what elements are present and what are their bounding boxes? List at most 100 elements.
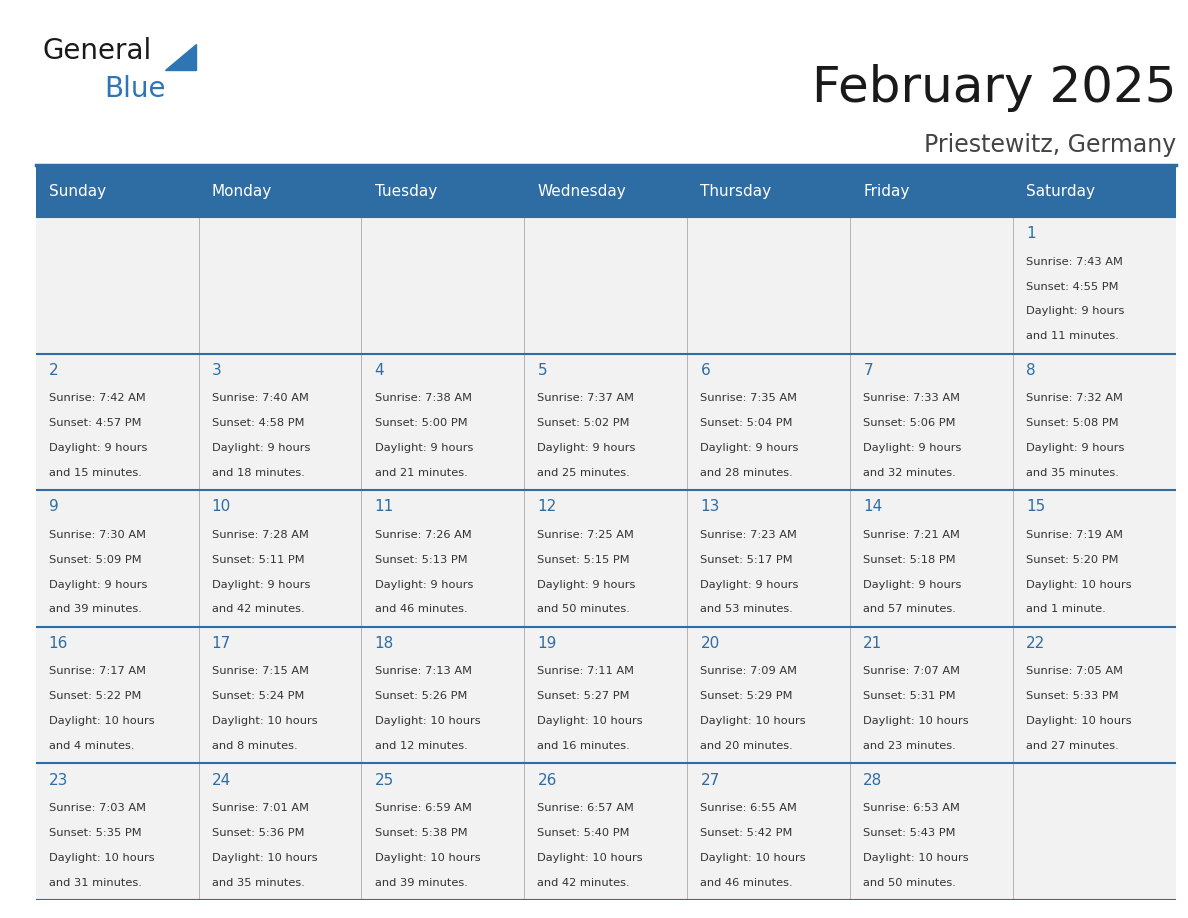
Text: Monday: Monday — [211, 184, 272, 198]
Text: Sunrise: 7:13 AM: Sunrise: 7:13 AM — [374, 666, 472, 677]
Text: Sunset: 5:11 PM: Sunset: 5:11 PM — [211, 554, 304, 565]
Text: 20: 20 — [701, 636, 720, 651]
Text: Sunrise: 7:30 AM: Sunrise: 7:30 AM — [49, 530, 146, 540]
Text: Sunrise: 7:21 AM: Sunrise: 7:21 AM — [864, 530, 960, 540]
Text: 12: 12 — [537, 499, 557, 514]
Text: Sunset: 5:27 PM: Sunset: 5:27 PM — [537, 691, 630, 701]
Text: and 50 minutes.: and 50 minutes. — [537, 604, 631, 614]
Text: Sunrise: 7:43 AM: Sunrise: 7:43 AM — [1026, 256, 1123, 266]
FancyBboxPatch shape — [1013, 165, 1176, 217]
Text: and 50 minutes.: and 50 minutes. — [864, 878, 956, 888]
FancyBboxPatch shape — [688, 627, 851, 763]
FancyBboxPatch shape — [688, 165, 851, 217]
Text: 27: 27 — [701, 773, 720, 788]
Text: Sunrise: 7:28 AM: Sunrise: 7:28 AM — [211, 530, 309, 540]
Text: Tuesday: Tuesday — [374, 184, 437, 198]
Text: Sunrise: 7:23 AM: Sunrise: 7:23 AM — [701, 530, 797, 540]
Text: Sunset: 5:26 PM: Sunset: 5:26 PM — [374, 691, 467, 701]
Text: Daylight: 9 hours: Daylight: 9 hours — [49, 443, 147, 453]
FancyBboxPatch shape — [36, 763, 198, 900]
Text: Sunset: 5:00 PM: Sunset: 5:00 PM — [374, 418, 467, 428]
Text: and 39 minutes.: and 39 minutes. — [49, 604, 141, 614]
Text: Sunset: 5:09 PM: Sunset: 5:09 PM — [49, 554, 141, 565]
FancyBboxPatch shape — [198, 217, 361, 353]
Text: Daylight: 9 hours: Daylight: 9 hours — [701, 443, 798, 453]
FancyBboxPatch shape — [1013, 763, 1176, 900]
Text: Daylight: 9 hours: Daylight: 9 hours — [374, 443, 473, 453]
Text: Sunrise: 7:38 AM: Sunrise: 7:38 AM — [374, 393, 472, 403]
Text: Daylight: 9 hours: Daylight: 9 hours — [374, 579, 473, 589]
Text: Sunrise: 7:35 AM: Sunrise: 7:35 AM — [701, 393, 797, 403]
Text: 23: 23 — [49, 773, 68, 788]
FancyBboxPatch shape — [36, 627, 198, 763]
Text: Wednesday: Wednesday — [537, 184, 626, 198]
Text: Sunset: 5:24 PM: Sunset: 5:24 PM — [211, 691, 304, 701]
Text: Sunset: 5:04 PM: Sunset: 5:04 PM — [701, 418, 792, 428]
Text: Sunrise: 7:01 AM: Sunrise: 7:01 AM — [211, 802, 309, 812]
Text: Daylight: 10 hours: Daylight: 10 hours — [374, 716, 480, 726]
FancyBboxPatch shape — [198, 353, 361, 490]
Text: and 4 minutes.: and 4 minutes. — [49, 741, 134, 751]
FancyBboxPatch shape — [36, 490, 198, 627]
Text: Sunset: 5:02 PM: Sunset: 5:02 PM — [537, 418, 630, 428]
Polygon shape — [165, 44, 196, 70]
FancyBboxPatch shape — [524, 353, 688, 490]
Text: Sunset: 5:42 PM: Sunset: 5:42 PM — [701, 828, 792, 837]
Text: Daylight: 10 hours: Daylight: 10 hours — [1026, 716, 1132, 726]
Text: Daylight: 10 hours: Daylight: 10 hours — [864, 716, 969, 726]
FancyBboxPatch shape — [851, 353, 1013, 490]
Text: and 23 minutes.: and 23 minutes. — [864, 741, 956, 751]
FancyBboxPatch shape — [361, 353, 524, 490]
Text: 5: 5 — [537, 363, 548, 378]
Text: and 42 minutes.: and 42 minutes. — [537, 878, 630, 888]
Text: Daylight: 9 hours: Daylight: 9 hours — [211, 443, 310, 453]
Text: Daylight: 10 hours: Daylight: 10 hours — [374, 853, 480, 863]
Text: Sunday: Sunday — [49, 184, 106, 198]
Text: 22: 22 — [1026, 636, 1045, 651]
Text: Sunrise: 7:15 AM: Sunrise: 7:15 AM — [211, 666, 309, 677]
Text: and 16 minutes.: and 16 minutes. — [537, 741, 630, 751]
FancyBboxPatch shape — [36, 353, 198, 490]
FancyBboxPatch shape — [1013, 353, 1176, 490]
Text: Sunrise: 6:53 AM: Sunrise: 6:53 AM — [864, 802, 960, 812]
Text: Daylight: 9 hours: Daylight: 9 hours — [864, 443, 961, 453]
Text: Daylight: 9 hours: Daylight: 9 hours — [537, 443, 636, 453]
Text: Daylight: 9 hours: Daylight: 9 hours — [537, 579, 636, 589]
Text: and 35 minutes.: and 35 minutes. — [211, 878, 304, 888]
Text: Daylight: 9 hours: Daylight: 9 hours — [1026, 307, 1125, 317]
Text: Sunset: 4:58 PM: Sunset: 4:58 PM — [211, 418, 304, 428]
FancyBboxPatch shape — [1013, 627, 1176, 763]
Text: Sunrise: 7:33 AM: Sunrise: 7:33 AM — [864, 393, 960, 403]
FancyBboxPatch shape — [688, 490, 851, 627]
FancyBboxPatch shape — [851, 490, 1013, 627]
FancyBboxPatch shape — [524, 627, 688, 763]
Text: Blue: Blue — [105, 75, 165, 104]
Text: and 42 minutes.: and 42 minutes. — [211, 604, 304, 614]
FancyBboxPatch shape — [198, 763, 361, 900]
Text: 24: 24 — [211, 773, 230, 788]
FancyBboxPatch shape — [688, 763, 851, 900]
Text: and 12 minutes.: and 12 minutes. — [374, 741, 467, 751]
Text: Sunset: 5:20 PM: Sunset: 5:20 PM — [1026, 554, 1119, 565]
FancyBboxPatch shape — [524, 763, 688, 900]
Text: 11: 11 — [374, 499, 393, 514]
Text: Sunrise: 6:55 AM: Sunrise: 6:55 AM — [701, 802, 797, 812]
FancyBboxPatch shape — [524, 165, 688, 217]
Text: 28: 28 — [864, 773, 883, 788]
Text: Daylight: 10 hours: Daylight: 10 hours — [211, 853, 317, 863]
FancyBboxPatch shape — [851, 763, 1013, 900]
Text: Sunset: 5:06 PM: Sunset: 5:06 PM — [864, 418, 956, 428]
Text: and 31 minutes.: and 31 minutes. — [49, 878, 141, 888]
Text: Sunset: 5:13 PM: Sunset: 5:13 PM — [374, 554, 467, 565]
Text: 6: 6 — [701, 363, 710, 378]
FancyBboxPatch shape — [361, 490, 524, 627]
Text: Sunset: 5:08 PM: Sunset: 5:08 PM — [1026, 418, 1119, 428]
Text: Sunset: 5:15 PM: Sunset: 5:15 PM — [537, 554, 630, 565]
Text: Sunset: 5:36 PM: Sunset: 5:36 PM — [211, 828, 304, 837]
Text: and 8 minutes.: and 8 minutes. — [211, 741, 297, 751]
Text: Daylight: 9 hours: Daylight: 9 hours — [211, 579, 310, 589]
Text: Sunrise: 7:07 AM: Sunrise: 7:07 AM — [864, 666, 960, 677]
Text: Sunset: 5:18 PM: Sunset: 5:18 PM — [864, 554, 956, 565]
Text: 2: 2 — [49, 363, 58, 378]
Text: and 57 minutes.: and 57 minutes. — [864, 604, 956, 614]
